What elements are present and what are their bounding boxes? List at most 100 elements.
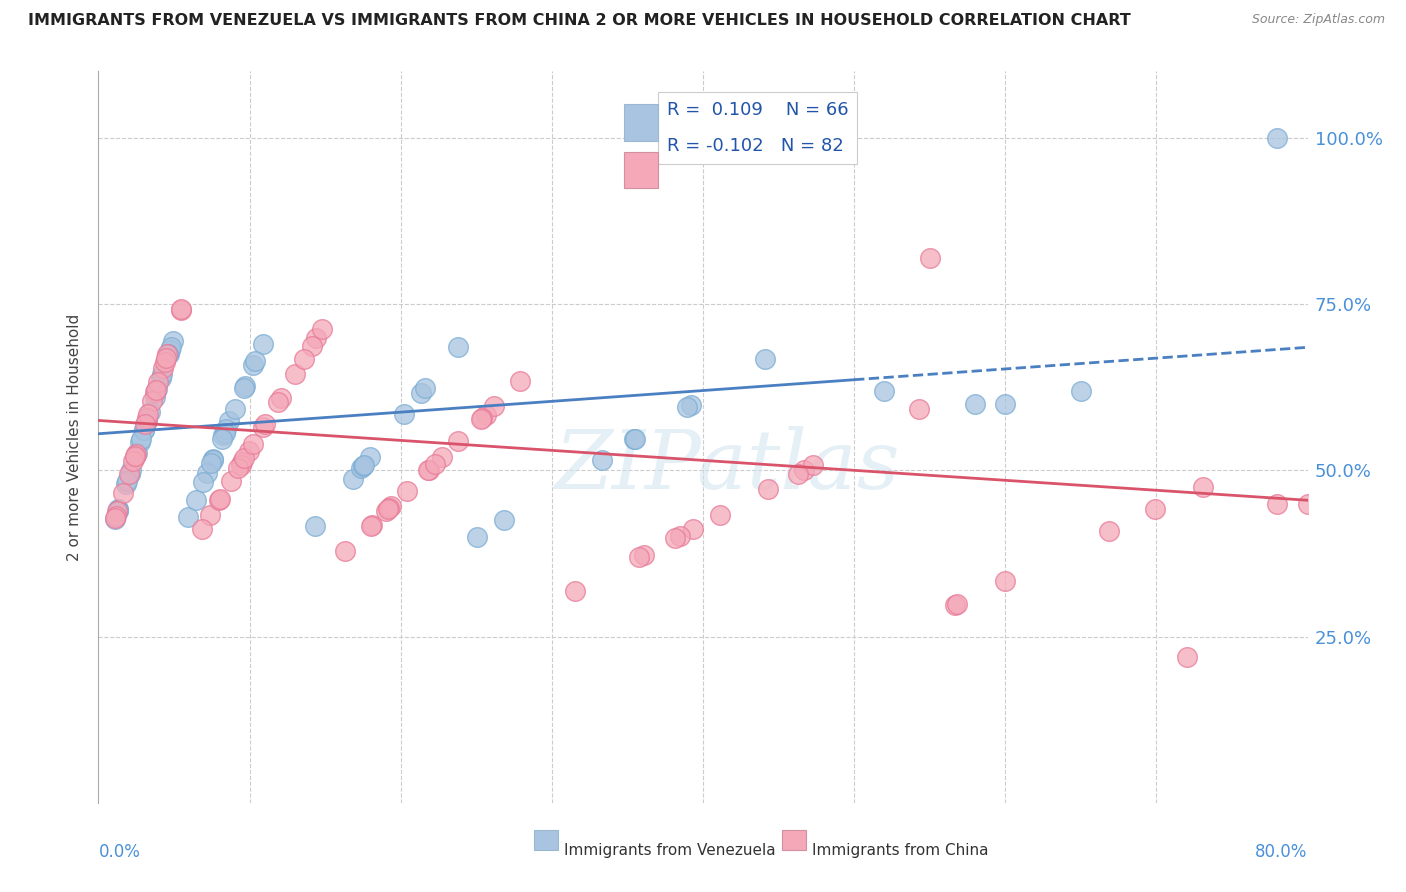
Point bbox=[965, 397, 987, 411]
Point bbox=[208, 492, 231, 507]
Point bbox=[415, 381, 437, 395]
Point bbox=[474, 408, 496, 422]
Point bbox=[360, 518, 382, 533]
Point bbox=[669, 528, 692, 542]
Point bbox=[233, 378, 256, 392]
Point bbox=[305, 331, 328, 345]
Point bbox=[623, 432, 645, 446]
Point bbox=[1267, 131, 1289, 145]
Point bbox=[675, 401, 697, 415]
Point bbox=[211, 432, 233, 446]
Point bbox=[793, 463, 815, 477]
Point bbox=[350, 461, 373, 475]
Point bbox=[994, 397, 1017, 411]
Point bbox=[994, 574, 1017, 588]
Point bbox=[252, 420, 274, 434]
Point bbox=[229, 458, 252, 472]
Point bbox=[122, 454, 145, 468]
Point bbox=[118, 467, 141, 481]
Point bbox=[124, 450, 146, 464]
Point bbox=[873, 384, 896, 398]
Point bbox=[396, 483, 419, 498]
Point bbox=[107, 503, 129, 517]
Point bbox=[591, 452, 613, 467]
Point bbox=[471, 411, 494, 425]
Point bbox=[104, 512, 127, 526]
Point bbox=[159, 343, 181, 358]
Point bbox=[627, 550, 650, 565]
Point bbox=[215, 422, 238, 436]
Point bbox=[150, 367, 173, 381]
Point bbox=[423, 457, 446, 471]
Point bbox=[125, 445, 148, 459]
Point bbox=[139, 405, 162, 419]
Point bbox=[1192, 480, 1215, 494]
Point bbox=[135, 414, 157, 428]
FancyBboxPatch shape bbox=[624, 152, 658, 188]
Point bbox=[232, 381, 254, 395]
Point bbox=[193, 475, 215, 490]
Text: Immigrants from Venezuela: Immigrants from Venezuela bbox=[564, 843, 776, 858]
Point bbox=[465, 530, 488, 544]
Point bbox=[709, 508, 731, 522]
Point bbox=[170, 301, 193, 316]
Point bbox=[253, 417, 276, 431]
Point bbox=[195, 466, 218, 480]
Point bbox=[242, 437, 264, 451]
Point bbox=[1098, 524, 1121, 539]
Point bbox=[1144, 502, 1167, 516]
Point bbox=[117, 474, 139, 488]
Point bbox=[1175, 649, 1198, 664]
Point bbox=[756, 482, 779, 496]
Point bbox=[212, 428, 235, 442]
Point bbox=[284, 367, 307, 381]
Text: 0.0%: 0.0% bbox=[98, 843, 141, 861]
Point bbox=[238, 443, 260, 458]
Point bbox=[118, 467, 141, 481]
Point bbox=[219, 474, 242, 488]
Text: Immigrants from China: Immigrants from China bbox=[811, 843, 988, 858]
Point bbox=[270, 391, 292, 405]
Point bbox=[124, 447, 146, 461]
Point bbox=[184, 492, 207, 507]
Point bbox=[801, 458, 824, 473]
Point bbox=[190, 522, 212, 536]
Point bbox=[564, 584, 586, 599]
Point bbox=[134, 417, 156, 432]
Point bbox=[418, 463, 440, 477]
Point bbox=[135, 417, 157, 431]
Point bbox=[160, 340, 183, 354]
Point bbox=[155, 351, 177, 365]
Point bbox=[623, 433, 645, 447]
Point bbox=[754, 351, 776, 366]
Point bbox=[352, 459, 374, 474]
Point bbox=[214, 425, 236, 440]
Point bbox=[135, 411, 157, 425]
Text: R =  0.109    N = 66
R = -0.102   N = 82: R = 0.109 N = 66 R = -0.102 N = 82 bbox=[666, 101, 848, 155]
Point bbox=[311, 322, 333, 336]
Point bbox=[226, 461, 249, 475]
Point bbox=[682, 522, 704, 536]
Point bbox=[233, 451, 256, 466]
Point bbox=[157, 347, 180, 361]
Point bbox=[267, 395, 290, 409]
Point bbox=[170, 302, 193, 317]
Point bbox=[104, 510, 127, 524]
Point bbox=[104, 509, 127, 524]
Point bbox=[430, 450, 453, 465]
Point bbox=[918, 251, 941, 265]
Point bbox=[242, 359, 264, 373]
Point bbox=[786, 467, 808, 481]
FancyBboxPatch shape bbox=[534, 830, 558, 850]
Point bbox=[200, 456, 222, 470]
Point bbox=[411, 386, 433, 401]
Point bbox=[494, 513, 516, 527]
Point bbox=[218, 414, 240, 428]
Point bbox=[301, 339, 323, 353]
Point bbox=[633, 548, 655, 562]
Point bbox=[115, 476, 138, 491]
Text: 80.0%: 80.0% bbox=[1256, 843, 1308, 861]
Point bbox=[202, 451, 225, 466]
Point bbox=[375, 504, 398, 518]
Point bbox=[162, 334, 184, 349]
